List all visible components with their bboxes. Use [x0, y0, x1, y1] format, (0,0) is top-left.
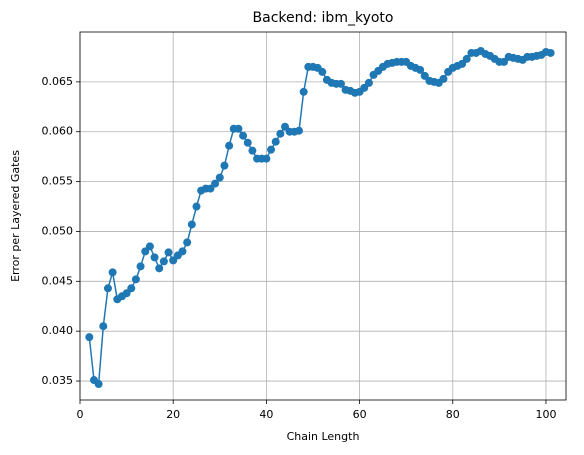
y-tick-label: 0.035 [42, 374, 74, 387]
data-point [225, 141, 234, 150]
plot-frame [79, 31, 567, 401]
data-line [88, 50, 551, 386]
x-tick-label: 40 [259, 408, 273, 421]
data-point [239, 131, 248, 140]
data-point [243, 138, 252, 147]
data-point [276, 129, 285, 138]
data-point [178, 247, 187, 256]
x-tick-label: 0 [77, 408, 84, 421]
x-tick-label: 60 [353, 408, 367, 421]
y-tick-label: 0.050 [42, 224, 74, 237]
data-point [85, 333, 94, 342]
y-axis-label: Error per Layered Gates [9, 150, 22, 282]
x-axis-label: Chain Length [287, 430, 360, 443]
data-point [336, 79, 345, 88]
data-point [145, 242, 154, 251]
y-tick-label: 0.045 [42, 274, 74, 287]
data-point [211, 179, 220, 188]
data-point [94, 380, 103, 389]
data-point [187, 220, 196, 229]
data-point [183, 238, 192, 247]
data-point [131, 275, 140, 284]
data-point [155, 264, 164, 273]
data-point [220, 161, 229, 170]
data-point [103, 284, 112, 293]
data-point [462, 54, 471, 63]
y-tick-label: 0.040 [42, 324, 74, 337]
data-point [262, 154, 271, 163]
data-point [439, 74, 448, 83]
data-point [416, 65, 425, 74]
data-point [267, 145, 276, 154]
x-tick-label: 100 [535, 408, 556, 421]
data-point [136, 262, 145, 271]
x-tick-label: 80 [446, 408, 460, 421]
data-point [299, 87, 308, 96]
data-point [99, 322, 108, 331]
data-point [108, 268, 117, 277]
y-tick-label: 0.065 [42, 75, 74, 88]
data-point [215, 173, 224, 182]
data-point [159, 257, 168, 266]
data-point [164, 248, 173, 257]
data-point [318, 67, 327, 76]
data-point [271, 137, 280, 146]
x-tick-label: 20 [166, 408, 180, 421]
y-tick-label: 0.055 [42, 175, 74, 188]
data-point [127, 284, 136, 293]
data-point [234, 124, 243, 133]
chart-title: Backend: ibm_kyoto [253, 10, 394, 26]
data-point [364, 78, 373, 87]
data-point [150, 253, 159, 262]
data-point [546, 48, 555, 57]
y-tick-label: 0.060 [42, 125, 74, 138]
data-point [295, 126, 304, 135]
data-point [192, 202, 201, 211]
data-point [248, 146, 257, 155]
